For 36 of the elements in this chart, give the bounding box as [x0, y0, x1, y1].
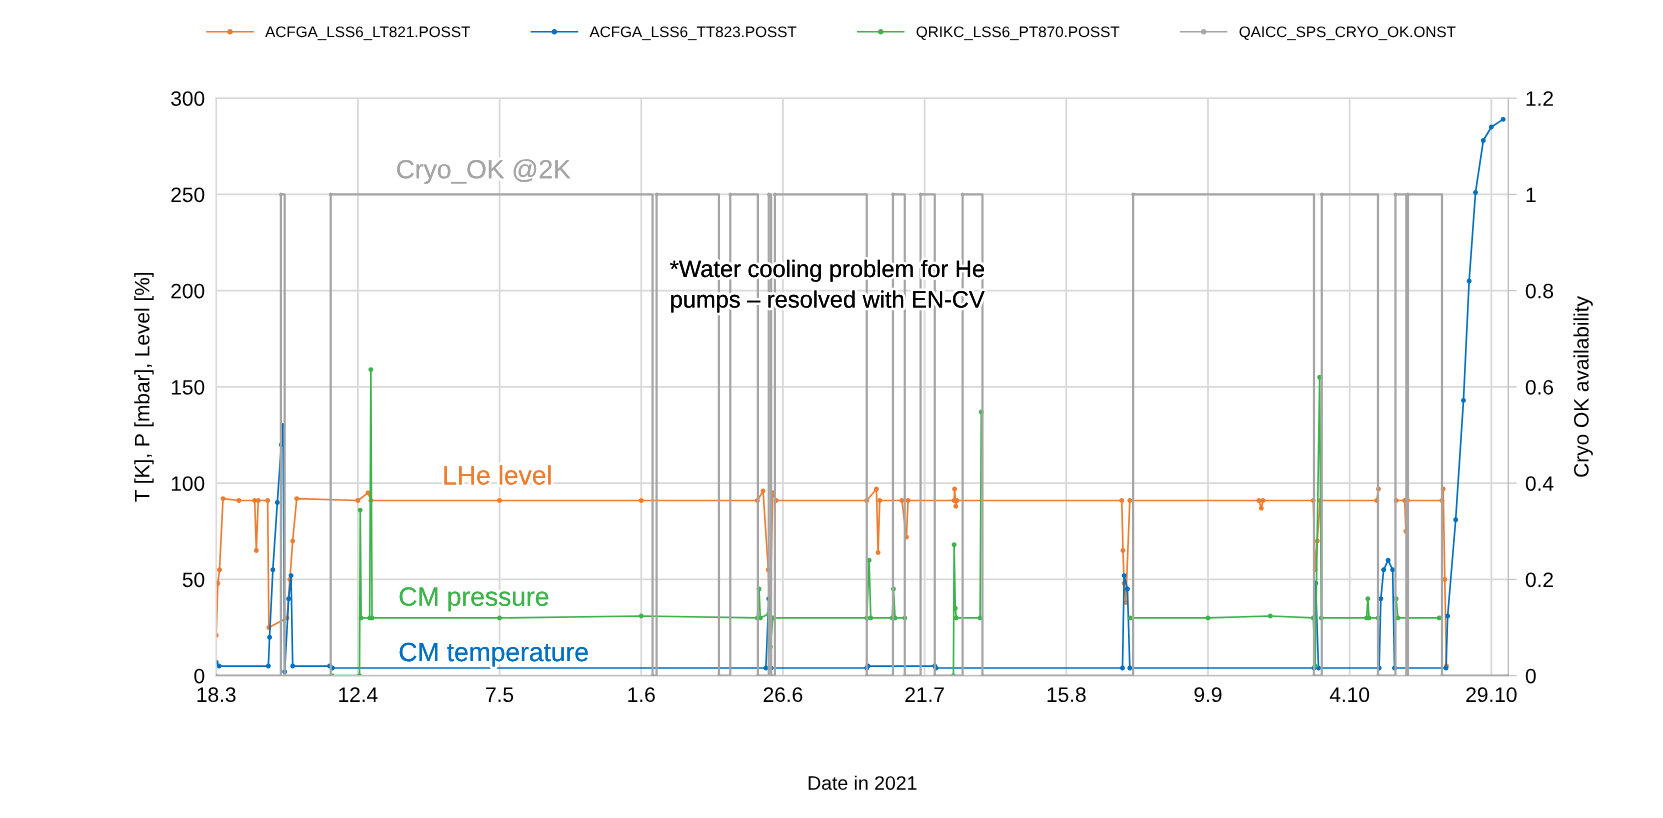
y-tick-label: 100	[171, 476, 205, 491]
x-tick-label: 4.10	[1329, 687, 1370, 703]
y2-tick-label: 0.8	[1525, 283, 1554, 299]
legend-label: QRIKC_LSS6_PT870.POSST	[916, 26, 1120, 41]
y-tick-label: 200	[171, 283, 205, 299]
legend-label: ACFGA_LSS6_LT821.POSST	[265, 26, 471, 41]
x-tick-label: 21.7	[905, 687, 944, 702]
y2-tick-label: 0.6	[1525, 379, 1554, 395]
y-tick-label: 0	[194, 668, 205, 684]
x-tick-label: 29.10	[1466, 687, 1517, 703]
annotation: CM pressure	[399, 587, 549, 612]
x-axis-title: Date in 2021	[808, 775, 917, 790]
x-tick-label: 18.3	[197, 687, 236, 703]
x-tick-label: 12.4	[339, 687, 378, 702]
legend-label: QAICC_SPS_CRYO_OK.ONST	[1239, 26, 1456, 41]
annotation: Cryo_OK @2K	[397, 159, 571, 184]
x-tick-label: 7.5	[486, 687, 514, 703]
annotation: CM temperature	[399, 642, 588, 667]
y2-tick-label: 1	[1526, 187, 1536, 202]
x-tick-label: 26.6	[763, 687, 803, 703]
x-tick-label: 1.6	[628, 687, 655, 703]
y-tick-label: 50	[182, 572, 205, 588]
y2-tick-label: 0	[1525, 668, 1536, 684]
y2-tick-label: 0.2	[1525, 572, 1553, 588]
y-tick-label: 250	[171, 187, 205, 203]
y-tick-label: 300	[171, 91, 205, 106]
legend-label: ACFGA_LSS6_TT823.POSST	[589, 26, 797, 41]
y2-axis-title: Cryo OK availability	[1573, 296, 1593, 477]
annotation: LHe level	[444, 465, 551, 485]
x-tick-label: 9.9	[1194, 687, 1222, 703]
y2-tick-label: 0.4	[1525, 476, 1554, 491]
x-tick-label: 15.8	[1047, 687, 1086, 703]
y-axis-title: T [K], P [mbar], Level [%]	[134, 272, 154, 502]
y2-tick-label: 1.2	[1526, 91, 1553, 106]
y-tick-label: 150	[171, 379, 205, 395]
annotation: *Water cooling problem for He pumps – resolved with EN-CV	[670, 259, 985, 313]
